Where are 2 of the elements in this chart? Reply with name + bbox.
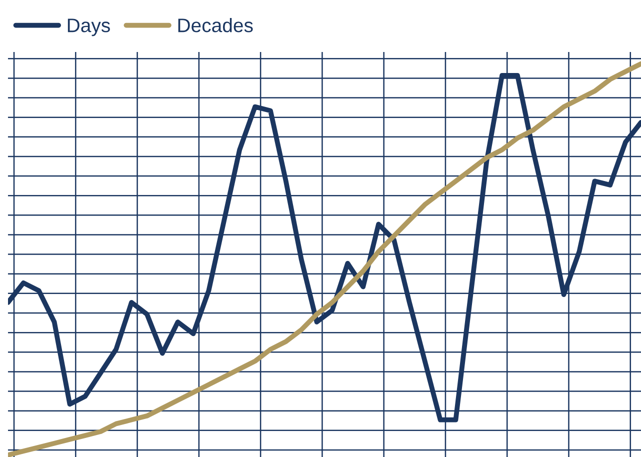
legend-label: Days [68, 18, 110, 36]
legend-label: Decades [178, 18, 253, 32]
